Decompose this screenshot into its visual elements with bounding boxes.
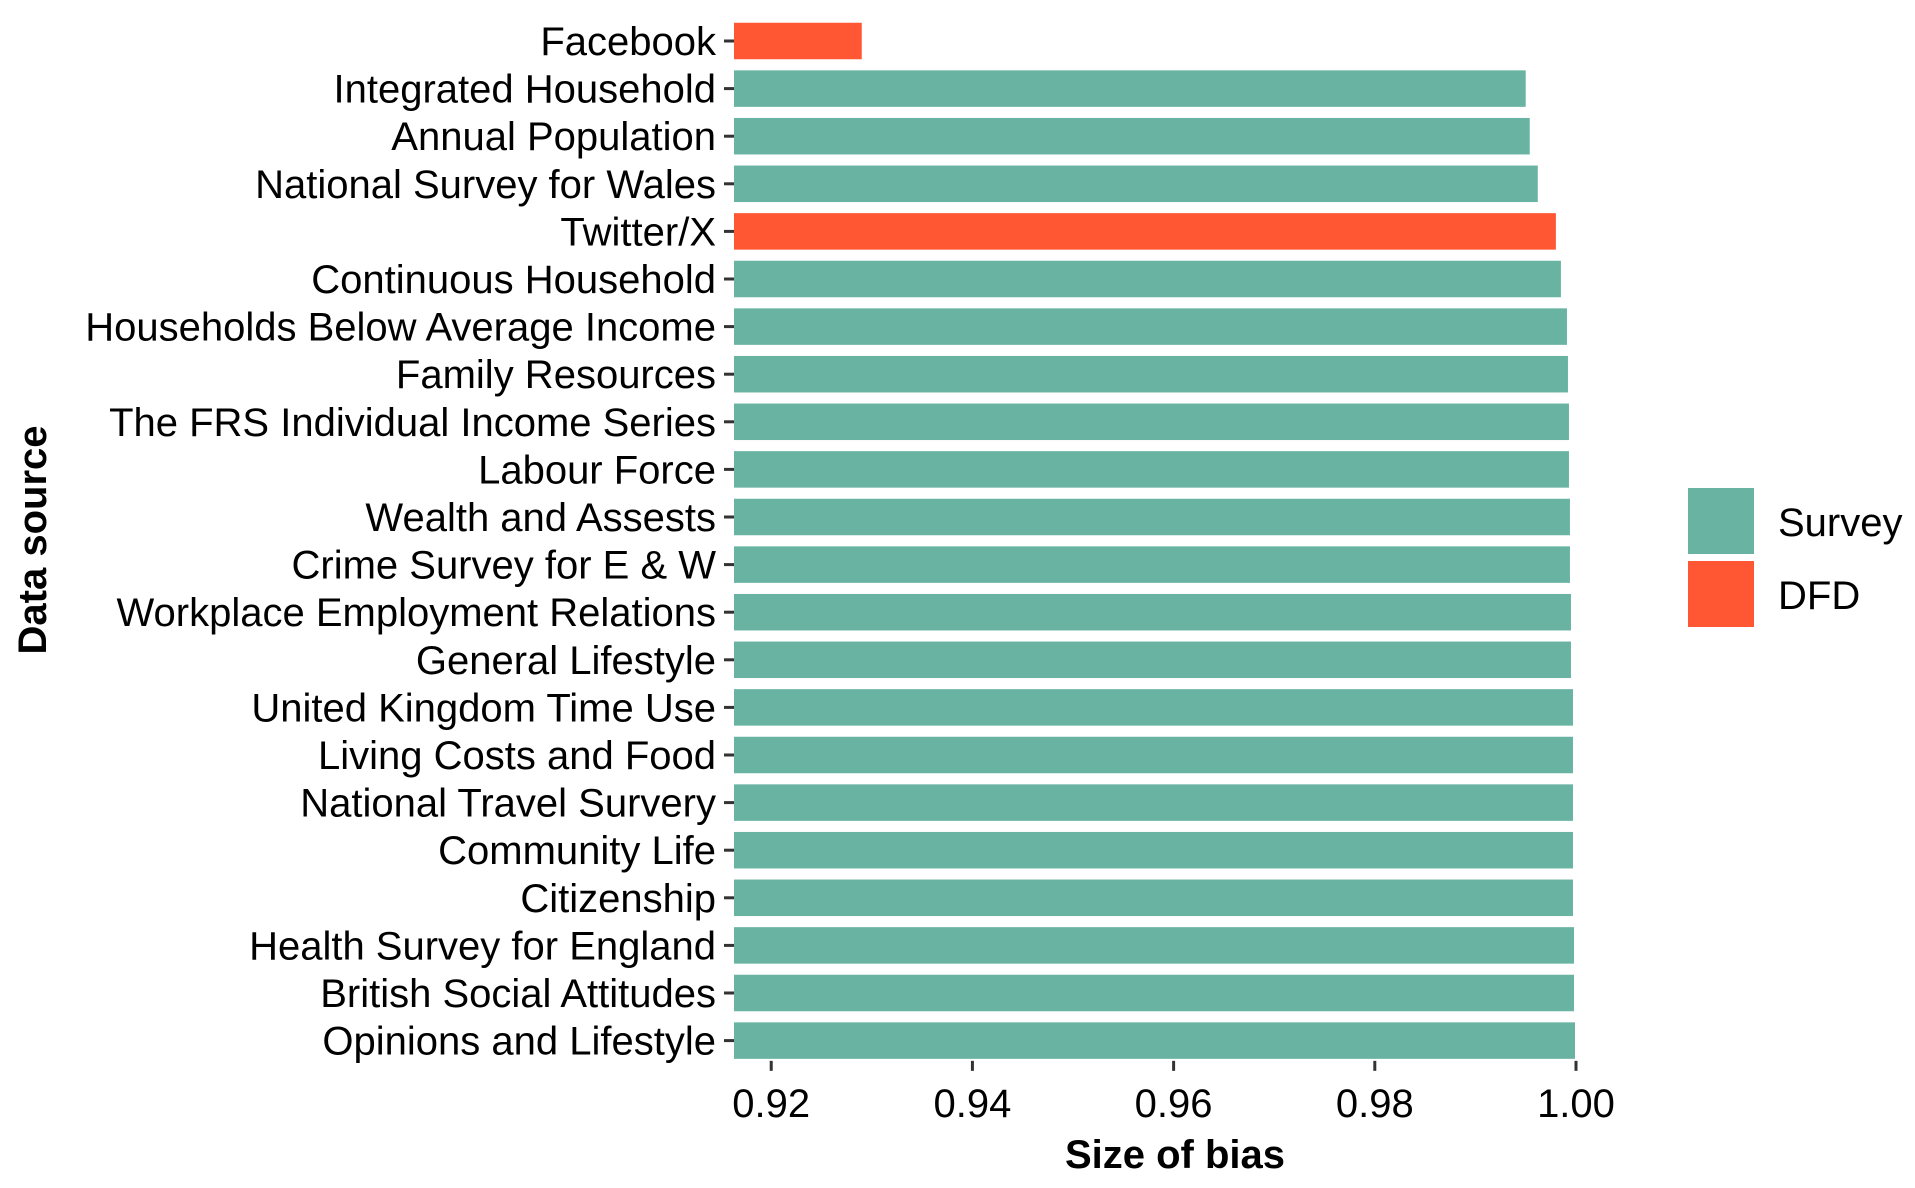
bar-opinions-and-lifestyle [734, 1022, 1575, 1059]
bar-united-kingdom-time-use [734, 689, 1573, 726]
legend-key-survey [1688, 488, 1754, 554]
x-tick-label: 0.96 [1135, 1082, 1213, 1126]
bar-labour-force [734, 451, 1569, 488]
legend-key-dfd [1688, 561, 1754, 627]
legend-label-survey: Survey [1778, 501, 1903, 545]
y-tick-label: Community Life [438, 829, 716, 873]
bars-layer [734, 22, 1575, 1059]
y-tick-label: British Social Attitudes [320, 972, 716, 1016]
x-axis: 0.92 0.94 0.96 0.98 1.00 [732, 1060, 1615, 1126]
bar-british-social-attitudes [734, 974, 1574, 1012]
x-tick-label: 0.98 [1336, 1082, 1414, 1126]
y-tick-label: General Lifestyle [416, 639, 716, 683]
bar-integrated-household [734, 70, 1526, 107]
y-tick-label: Crime Survey for E & W [291, 544, 716, 588]
y-tick-label: Households Below Average Income [85, 306, 716, 350]
y-tick-label: Facebook [540, 20, 717, 64]
bar-general-lifestyle [734, 641, 1571, 679]
y-tick-label: Wealth and Assests [365, 496, 716, 540]
bar-community-life [734, 831, 1573, 869]
bar-wealth-and-assests [734, 498, 1570, 536]
legend: Survey DFD [1688, 488, 1903, 627]
y-tick-label: Annual Population [391, 115, 716, 159]
bar-annual-population [734, 117, 1530, 155]
y-tick-label: National Survey for Wales [255, 163, 716, 207]
x-axis-title: Size of bias [1065, 1133, 1285, 1177]
x-tick-label: 1.00 [1537, 1082, 1615, 1126]
legend-label-dfd: DFD [1778, 574, 1860, 618]
y-tick-label: Living Costs and Food [318, 734, 716, 778]
y-tick-label: Twitter/X [560, 210, 716, 254]
y-tick-label: Integrated Household [334, 68, 717, 112]
bar-citizenship [734, 879, 1573, 917]
y-tick-label: United Kingdom Time Use [251, 686, 716, 730]
y-tick-label: Workplace Employment Relations [116, 591, 716, 635]
bar-facebook [734, 22, 862, 60]
bar-national-travel-survery [734, 784, 1573, 821]
bar-health-survey-for-england [734, 927, 1574, 964]
y-tick-label: Citizenship [520, 877, 716, 921]
bar-family-resources [734, 355, 1568, 393]
bar-crime-survey-for-e-w [734, 546, 1570, 583]
bar-living-costs-and-food [734, 736, 1573, 774]
y-tick-label: Opinions and Lifestyle [322, 1020, 716, 1064]
x-tick-label: 0.92 [732, 1082, 810, 1126]
bar-national-survey-for-wales [734, 165, 1538, 203]
x-tick-label: 0.94 [933, 1082, 1011, 1126]
y-tick-label: Continuous Household [311, 258, 716, 302]
y-tick-label: Family Resources [396, 353, 716, 397]
y-tick-label: Labour Force [478, 448, 716, 492]
bar-workplace-employment-relations [734, 593, 1571, 631]
bar-the-frs-individual-income-series [734, 403, 1569, 441]
bar-continuous-household [734, 260, 1561, 298]
y-axis-title: Data source [11, 426, 55, 655]
bar-twitter-x [734, 213, 1556, 250]
bar-households-below-average-income [734, 308, 1567, 345]
y-tick-label: Health Survey for England [249, 924, 716, 968]
y-tick-label: National Travel Survery [300, 782, 716, 826]
y-tick-label: The FRS Individual Income Series [109, 401, 716, 445]
